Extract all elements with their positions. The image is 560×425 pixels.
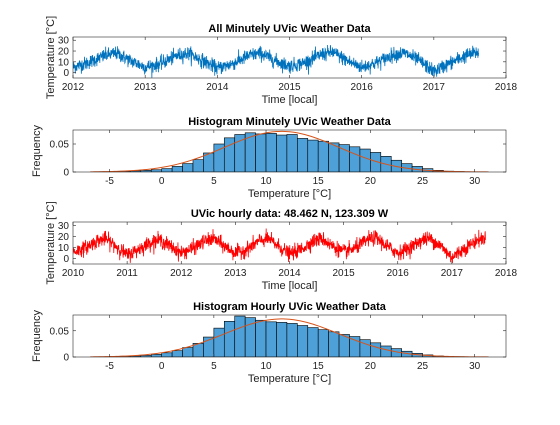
histogram-bar xyxy=(183,164,193,172)
y-axis-label: Temperature [°C] xyxy=(45,201,57,284)
chart-title: UVic hourly data: 48.462 N, 123.309 W xyxy=(191,208,389,220)
x-tick-label: 2014 xyxy=(278,268,301,279)
x-tick-label: 5 xyxy=(211,176,217,187)
x-axis-label: Temperature [°C] xyxy=(248,373,331,385)
x-tick-label: 2017 xyxy=(423,82,446,93)
y-tick-label: 0 xyxy=(63,353,69,364)
chart-panel-3: 2010 2011 2012 2013 2014 2015 2016 2017 2018 0102… xyxy=(45,201,518,292)
histogram-bar xyxy=(287,134,297,172)
histogram-bar xyxy=(151,170,161,172)
histogram-bar xyxy=(256,320,266,357)
x-tick-label: 30 xyxy=(469,176,481,187)
chart-title: Histogram Hourly UVic Weather Data xyxy=(193,301,387,313)
x-tick-label: -5 xyxy=(105,361,114,372)
x-tick-label: 10 xyxy=(260,361,272,372)
histogram-bar xyxy=(162,169,172,172)
chart-panel-4: -5 0 5 10 15 20 25 30 0 0.05 Histogram Hourly UVic… xyxy=(31,301,506,385)
histogram-bar xyxy=(235,134,245,172)
chart-title: All Minutely UVic Weather Data xyxy=(208,23,371,35)
x-tick-label: 2010 xyxy=(62,268,85,279)
x-tick-label: 2017 xyxy=(441,268,464,279)
histogram-bar xyxy=(256,134,266,172)
histogram-bar xyxy=(381,346,391,357)
histogram-bar xyxy=(349,147,359,172)
x-tick-label: 2011 xyxy=(116,268,138,279)
x-tick-label: 0 xyxy=(159,176,165,187)
x-tick-label: 25 xyxy=(417,361,429,372)
x-tick-label: 0 xyxy=(159,361,165,372)
histogram-bar xyxy=(297,326,307,358)
histogram-bar xyxy=(308,328,318,357)
histogram-bar xyxy=(224,321,234,357)
histogram-bar xyxy=(151,354,161,357)
histogram-bar xyxy=(370,343,380,357)
x-tick-label: 20 xyxy=(365,361,377,372)
x-tick-label: 2018 xyxy=(495,268,518,279)
y-tick-label: 0.05 xyxy=(50,326,70,337)
x-tick-label: 2015 xyxy=(333,268,356,279)
histogram-bar xyxy=(308,140,318,172)
histogram-bar xyxy=(162,353,172,357)
y-tick-label: 0 xyxy=(63,168,69,179)
x-tick-label: 2018 xyxy=(495,82,518,93)
histogram-bar xyxy=(193,160,203,172)
x-tick-label: 15 xyxy=(313,361,325,372)
y-tick-label: 0 xyxy=(63,68,69,79)
histogram-bar xyxy=(235,316,245,357)
x-axis-label: Time [local] xyxy=(262,280,318,292)
x-tick-label: 2016 xyxy=(351,82,374,93)
chart-title: Histogram Minutely UVic Weather Data xyxy=(188,116,391,128)
histogram-bar xyxy=(318,141,328,172)
histogram-bar xyxy=(329,332,339,357)
histogram-bar xyxy=(266,133,276,172)
histogram-bar xyxy=(224,138,234,172)
y-axis-label: Temperature [°C] xyxy=(45,16,57,99)
histogram-bar xyxy=(318,330,328,357)
x-tick-label: 2016 xyxy=(387,268,410,279)
x-tick-label: 2012 xyxy=(62,82,85,93)
x-tick-label: 5 xyxy=(211,361,217,372)
y-axis-label: Frequency xyxy=(31,310,43,362)
x-tick-label: -5 xyxy=(105,176,114,187)
histogram-bar xyxy=(329,143,339,172)
x-tick-label: 2012 xyxy=(170,268,193,279)
histogram-bar xyxy=(266,322,276,357)
x-tick-label: 20 xyxy=(365,176,377,187)
histogram-bar xyxy=(297,138,307,172)
x-axis-label: Time [local] xyxy=(262,94,318,106)
x-tick-label: 2013 xyxy=(134,82,157,93)
y-tick-label: 10 xyxy=(58,243,70,254)
histogram-bar xyxy=(172,351,182,357)
x-tick-label: 30 xyxy=(469,361,481,372)
y-axis-label: Frequency xyxy=(31,125,43,177)
y-tick-label: 10 xyxy=(58,57,70,68)
x-tick-label: 15 xyxy=(313,176,325,187)
y-tick-label: 30 xyxy=(58,221,70,232)
histogram-bar xyxy=(276,322,286,357)
y-tick-label: 20 xyxy=(58,232,70,243)
y-tick-label: 20 xyxy=(58,47,70,58)
histogram-bar xyxy=(276,135,286,172)
y-tick-label: 30 xyxy=(58,36,70,47)
x-tick-label: 2014 xyxy=(206,82,229,93)
histogram-bar xyxy=(172,166,182,172)
x-tick-label: 10 xyxy=(260,176,272,187)
histogram-bar xyxy=(339,145,349,172)
x-axis-label: Temperature [°C] xyxy=(248,188,331,200)
histogram-bar xyxy=(214,328,224,357)
x-tick-label: 25 xyxy=(417,176,429,187)
x-tick-label: 2015 xyxy=(278,82,301,93)
histogram-bar xyxy=(360,149,370,172)
y-tick-label: 0 xyxy=(63,254,69,265)
chart-panel-2: -5 0 5 10 15 20 25 30 0 0.05 Histogram Minutely UV… xyxy=(31,116,506,200)
y-tick-label: 0.05 xyxy=(50,140,70,151)
histogram-bar xyxy=(287,323,297,357)
histogram-bar xyxy=(183,348,193,357)
x-tick-label: 2013 xyxy=(224,268,247,279)
